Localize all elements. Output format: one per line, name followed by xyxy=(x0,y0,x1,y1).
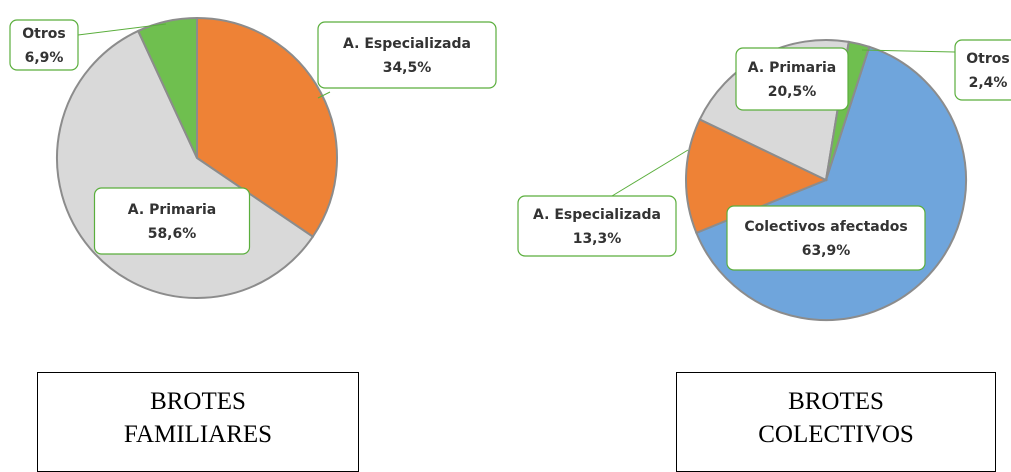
label-box xyxy=(517,195,677,257)
label-box xyxy=(726,205,926,271)
chart-title: BROTES COLECTIVOS xyxy=(676,372,996,472)
value-label: 63,9% xyxy=(802,243,851,259)
category-label: A. Primaria xyxy=(748,60,836,76)
label-box xyxy=(9,19,79,71)
value-label: 34,5% xyxy=(383,60,432,76)
page: A. Especializada 34,5% A. Primaria 58,6% Otr… xyxy=(9,16,1011,472)
chart-title: BROTES FAMILIARES xyxy=(37,372,359,472)
value-label: 6,9% xyxy=(25,50,64,66)
leader-line xyxy=(77,23,167,36)
label-box xyxy=(735,47,849,111)
category-label: Colectivos afectados xyxy=(744,219,907,235)
value-label: 2,4% xyxy=(969,75,1008,91)
pie-slice xyxy=(196,16,338,239)
leader-line xyxy=(317,91,331,99)
pie-slice xyxy=(685,118,829,235)
label-box xyxy=(954,39,1011,101)
label-box xyxy=(93,187,251,255)
value-label: 58,6% xyxy=(148,226,197,242)
category-label: A. Primaria xyxy=(128,202,216,218)
category-label: Otros xyxy=(22,26,65,42)
charts: A. Especializada 34,5% A. Primaria 58,6% Otr… xyxy=(9,16,1011,321)
category-label: A. Especializada xyxy=(533,207,661,223)
label-box xyxy=(317,21,497,89)
category-label: Otros xyxy=(966,51,1009,67)
leader-line xyxy=(861,49,956,53)
value-label: 20,5% xyxy=(768,84,817,100)
pie-slice xyxy=(136,16,198,159)
pie-slice xyxy=(825,40,871,181)
category-label: A. Especializada xyxy=(343,36,471,52)
value-label: 13,3% xyxy=(573,231,622,247)
leader-line xyxy=(611,149,689,197)
